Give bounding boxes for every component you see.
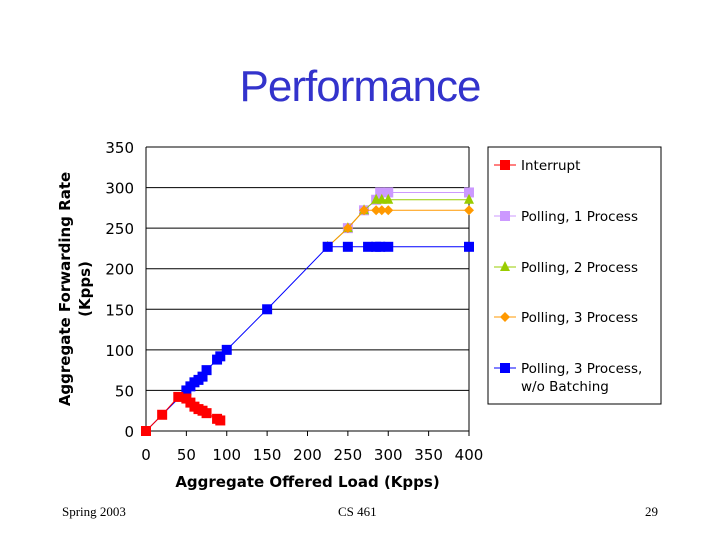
data-point: [363, 241, 374, 252]
legend-label: Polling, 2 Process: [521, 260, 638, 276]
y-tick-label: 200: [105, 261, 134, 279]
data-point: [383, 193, 394, 204]
x-tick-label: 150: [253, 446, 282, 464]
legend-label: Polling, 3 Process: [521, 310, 638, 326]
data-point: [197, 371, 208, 382]
x-tick-label: 300: [374, 446, 403, 464]
legend-marker: [500, 363, 510, 373]
data-point: [215, 351, 226, 362]
legend: [487, 146, 662, 405]
data-point: [201, 365, 212, 376]
x-axis-label: Aggregate Offered Load (Kpps): [175, 473, 439, 491]
x-tick-label: 200: [293, 446, 322, 464]
data-point: [342, 241, 353, 252]
data-point: [375, 187, 386, 198]
data-point: [464, 193, 474, 204]
data-point: [359, 205, 370, 216]
legend-marker: [500, 261, 510, 271]
x-tick-label: 0: [141, 446, 151, 464]
y-tick-label: 0: [124, 423, 134, 441]
x-tick-label: 250: [334, 446, 363, 464]
y-tick-label: 100: [105, 342, 134, 360]
legend-label: Polling, 1 Process: [521, 209, 638, 225]
y-tick-label: 150: [105, 301, 134, 319]
page-number: 29: [645, 504, 658, 519]
data-point: [464, 241, 474, 252]
data-point: [173, 391, 184, 402]
legend-marker: [500, 312, 510, 322]
data-point: [464, 187, 474, 198]
data-point: [322, 241, 333, 252]
data-point: [157, 409, 168, 420]
y-axis-label: Aggregate Forwarding Rate (Kpps): [56, 172, 94, 406]
data-point: [141, 426, 151, 436]
legend-label: Polling, 3 Process,: [521, 361, 642, 377]
x-tick-label: 50: [177, 446, 196, 464]
x-tick-label: 350: [414, 446, 443, 464]
y-tick-label: 50: [115, 382, 134, 400]
legend-marker: [500, 211, 510, 221]
legend-label: Interrupt: [521, 158, 580, 174]
data-point: [383, 241, 394, 252]
footer-course: CS 461: [338, 504, 377, 519]
data-point: [262, 304, 273, 315]
series-line: [327, 191, 469, 248]
data-point: [383, 187, 394, 198]
data-point: [383, 205, 394, 216]
slide-title: Performance: [239, 62, 482, 111]
y-tick-label: 300: [105, 180, 134, 198]
data-point: [215, 415, 226, 426]
x-tick-label: 100: [212, 446, 241, 464]
data-point: [201, 408, 212, 419]
x-tick-label: 400: [455, 446, 484, 464]
data-point: [376, 205, 387, 216]
y-tick-label: 350: [105, 139, 134, 157]
data-point: [371, 205, 382, 216]
legend-marker: [500, 160, 510, 170]
data-point: [376, 193, 387, 204]
data-point: [464, 205, 474, 216]
data-point: [221, 344, 232, 355]
footer-date: Spring 2003: [62, 504, 126, 519]
y-tick-label: 250: [105, 220, 134, 238]
data-point: [342, 223, 353, 234]
legend-label: w/o Batching: [521, 379, 609, 395]
data-point: [375, 241, 386, 252]
